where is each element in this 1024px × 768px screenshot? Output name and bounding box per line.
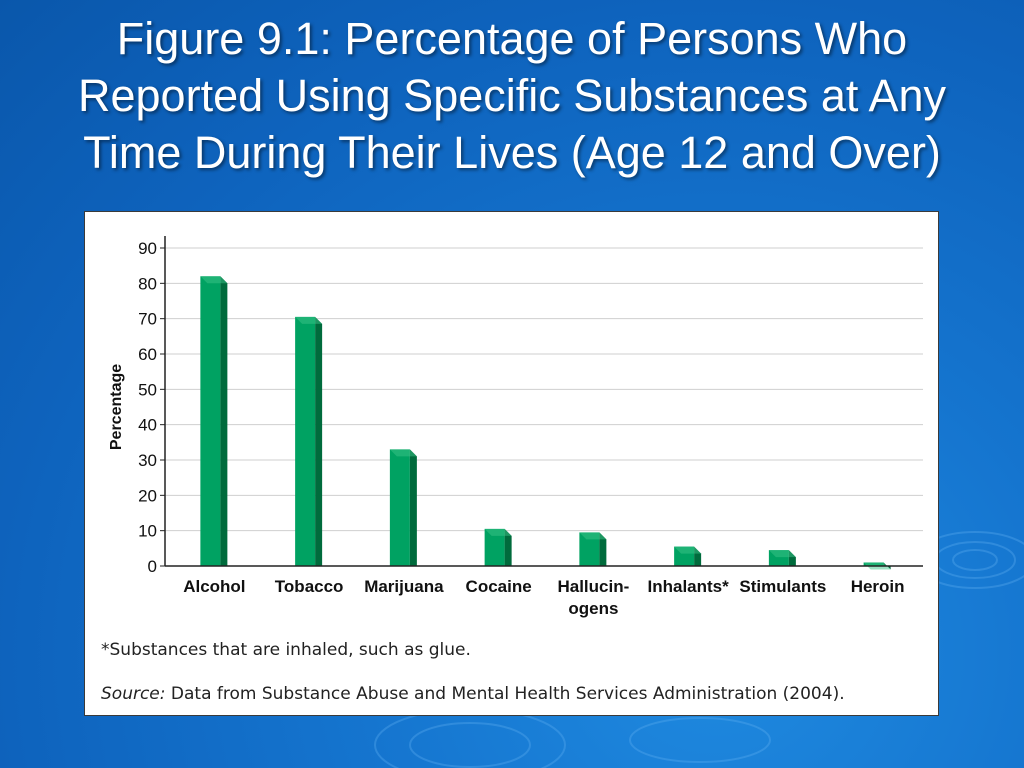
bar-top [200, 276, 228, 284]
x-tick-label: Stimulants [739, 577, 826, 596]
bar-top [674, 546, 702, 554]
bar-top [295, 316, 323, 324]
y-tick-label: 0 [148, 557, 157, 576]
y-axis-label: Percentage [108, 364, 125, 450]
slide-title: Figure 9.1: Percentage of Persons Who Re… [0, 10, 1024, 181]
bar-side [315, 316, 323, 566]
bar [389, 449, 417, 566]
bar-side [599, 532, 607, 566]
y-tick-label: 60 [138, 345, 157, 364]
bar [674, 546, 702, 566]
x-tick-label: Marijuana [364, 577, 444, 596]
title-line-3: Time During Their Lives (Age 12 and Over… [83, 127, 941, 178]
bar [484, 528, 512, 566]
bar [295, 316, 323, 566]
bar-front [389, 449, 410, 566]
source-text: Data from Substance Abuse and Mental Hea… [165, 684, 845, 704]
bar-front [295, 316, 316, 566]
x-tick-label: Alcohol [183, 577, 245, 596]
bar-top [579, 532, 607, 540]
y-tick-label: 40 [138, 416, 157, 435]
bar-top [389, 449, 417, 457]
bars [200, 276, 891, 570]
bar-top [768, 550, 796, 558]
bar [200, 276, 228, 566]
bar-side [220, 276, 228, 566]
x-tick-label: Cocaine [466, 577, 532, 596]
y-tick-label: 80 [138, 274, 157, 293]
bar-top [484, 528, 512, 536]
x-tick-label: Inhalants* [648, 577, 730, 596]
bar [768, 550, 796, 566]
y-tick-label: 30 [138, 451, 157, 470]
x-tick-label: Heroin [851, 577, 905, 596]
y-tick-label: 50 [138, 380, 157, 399]
y-tick-label: 70 [138, 310, 157, 329]
x-axis-labels: Alcohol Tobacco Marijuana Cocaine Hallucin-o… [183, 577, 904, 618]
figure-panel: 0 10 20 30 40 50 60 70 80 90 Alcohol Tobacco Mariju… [84, 211, 939, 716]
bar-front [484, 528, 505, 566]
footnote: *Substances that are inhaled, such as gl… [101, 640, 471, 660]
bar-front [579, 532, 600, 566]
x-tick-label: Hallucin-ogens [557, 577, 629, 618]
bar-front [200, 276, 221, 566]
x-tick-label: Tobacco [275, 577, 344, 596]
y-tick-label: 20 [138, 486, 157, 505]
y-tick-label: 10 [138, 522, 157, 541]
y-axis-ticks: 0 10 20 30 40 50 60 70 80 90 [138, 239, 165, 576]
bar-chart: 0 10 20 30 40 50 60 70 80 90 Alcohol Tobacco Mariju… [108, 236, 923, 618]
title-line-2: Reported Using Specific Substances at An… [78, 70, 946, 121]
bar-side [504, 528, 512, 566]
bar [579, 532, 607, 566]
source-label: Source: [101, 684, 166, 704]
source-note: Source: Data from Substance Abuse and Me… [101, 684, 845, 704]
bar-side [409, 449, 417, 566]
grid-lines [165, 247, 923, 532]
y-tick-label: 90 [138, 239, 157, 258]
title-line-1: Figure 9.1: Percentage of Persons Who [116, 13, 908, 64]
